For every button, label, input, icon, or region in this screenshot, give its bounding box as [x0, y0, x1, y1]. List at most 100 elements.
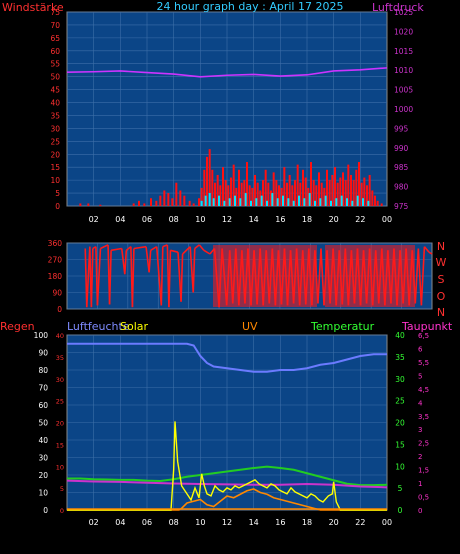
wind-bar: [299, 182, 302, 206]
pressure-tick-label: 1005: [394, 86, 413, 95]
wind-bar: [198, 198, 200, 206]
dewpoint-tick-label: 5,5: [418, 359, 429, 367]
wind-bar: [188, 200, 191, 206]
wind-bar: [344, 180, 347, 206]
gust-bar: [351, 200, 354, 206]
wind-pressure-x-tick-label: 18: [302, 215, 312, 224]
wind-pressure-x-tick-label: 22: [355, 215, 365, 224]
gust-bar: [244, 193, 247, 206]
wind-bar: [206, 156, 208, 206]
wind-bar: [288, 174, 291, 206]
direction-segment: [194, 244, 200, 250]
direction-segment: [160, 246, 164, 306]
wind-bar: [296, 164, 299, 206]
wind-bar: [246, 162, 248, 206]
pressure-axis-ticks: 975 980 985 990 995 1000 1005 1010 1015 1020 1025: [394, 8, 413, 211]
weather-x-tick-label: 04: [115, 518, 125, 527]
gust-bar: [223, 200, 226, 206]
direction-dense-band: [325, 245, 415, 307]
direction-segment: [90, 248, 94, 308]
uv-label: UV: [242, 320, 258, 333]
wind-bar: [216, 174, 219, 206]
wind-bar: [150, 198, 152, 206]
wind-bar: [347, 164, 350, 206]
direction-segment: [414, 248, 420, 304]
wind-bar: [328, 180, 331, 206]
wind-bar: [334, 167, 336, 206]
rain-tick-label: 10: [56, 463, 64, 471]
wind-bar: [227, 185, 230, 206]
weather-x-tick-label: 08: [169, 518, 179, 527]
pressure-tick-label: 1020: [394, 27, 413, 36]
uv-line: [67, 488, 387, 511]
wind-bar: [336, 182, 339, 206]
wind-bar: [87, 203, 90, 206]
wind-bar: [219, 185, 222, 206]
wind-tick-label: 70: [50, 21, 60, 30]
rain-tick-label: 35: [56, 354, 64, 362]
compass-label: W: [436, 256, 447, 269]
wind-bar: [235, 187, 238, 206]
direction-segment: [170, 249, 179, 253]
wind-pressure-x-tick-label: 20: [329, 215, 339, 224]
wind-bar: [79, 203, 82, 206]
wind-bar: [243, 180, 246, 206]
wind-bar: [251, 187, 254, 206]
humidity-tick-label: 40: [38, 436, 48, 445]
direction-segment: [180, 253, 184, 302]
humidity-tick-label: 100: [34, 331, 49, 340]
taupunkt-label: Taupunkt: [401, 320, 453, 333]
gust-bar: [218, 195, 220, 206]
wind-bar: [230, 177, 232, 206]
pressure-tick-label: 980: [394, 183, 409, 192]
direction-segment: [150, 245, 158, 252]
wind-bar: [380, 203, 383, 206]
gust-bar: [204, 195, 207, 206]
wind-bar: [259, 190, 262, 206]
solar-line: [67, 421, 387, 511]
direction-segment: [428, 251, 433, 255]
dewpoint-tick-label: 5: [418, 372, 422, 380]
wind-bar: [155, 200, 158, 206]
wind-bar: [175, 182, 178, 206]
wind-bar: [323, 187, 326, 206]
wind-bar: [214, 182, 216, 206]
wind-bar: [331, 174, 334, 206]
humidity-tick-label: 70: [38, 384, 48, 393]
dewpoint-tick-label: 0: [418, 507, 422, 515]
humidity-tick-label: 30: [38, 454, 48, 463]
rain-tick-label: 20: [56, 420, 64, 428]
direction-dense-band: [213, 245, 317, 307]
temperature-tick-label: 25: [395, 397, 405, 406]
wind-bar: [272, 172, 275, 206]
direction-tick-label: 90: [52, 289, 62, 298]
wind-pressure-grid: [67, 11, 387, 207]
direction-segment: [100, 244, 109, 250]
weather-x-tick-label: 18: [302, 518, 312, 527]
weather-x-tick-label: 22: [355, 518, 365, 527]
direction-segment: [123, 250, 128, 275]
wind-bar: [350, 174, 352, 206]
gust-bar: [287, 198, 290, 206]
pressure-series: [66, 67, 388, 78]
wind-bar: [222, 167, 224, 206]
wind-bar: [232, 164, 235, 206]
weather-x-tick-label: 16: [275, 518, 285, 527]
rain-tick-label: 5: [60, 485, 64, 493]
wind-bar: [339, 177, 342, 206]
direction-segment: [317, 248, 322, 304]
wind-direction-series: [84, 244, 433, 308]
wind-bar: [254, 174, 256, 206]
wind-bar: [200, 187, 203, 206]
pressure-tick-label: 1000: [394, 105, 413, 114]
weather-x-tick-label: 02: [89, 518, 99, 527]
wind-pressure-x-tick-label: 10: [195, 215, 205, 224]
direction-segment: [420, 246, 426, 306]
wind-tick-label: 40: [50, 99, 60, 108]
wind-bars: [79, 149, 383, 206]
gust-bar: [250, 200, 252, 206]
